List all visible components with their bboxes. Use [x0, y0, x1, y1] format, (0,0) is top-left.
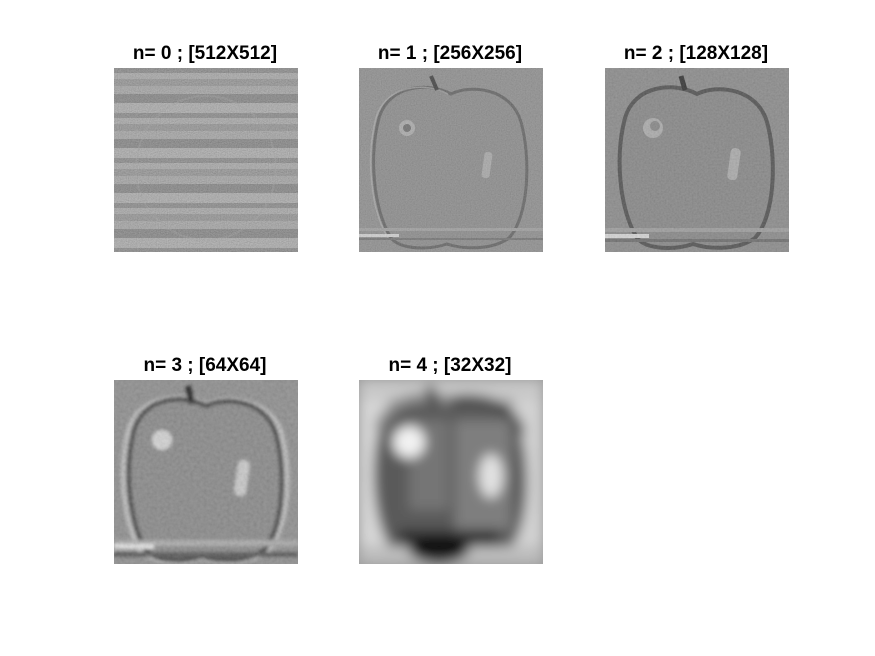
panel-title: n= 3 ; [64X64]: [143, 355, 267, 376]
pyramid-image-level-1: [359, 68, 543, 252]
panel-title: n= 2 ; [128X128]: [623, 43, 769, 64]
panel-title: n= 1 ; [256X256]: [377, 43, 523, 64]
panel-title: n= 4 ; [32X32]: [388, 355, 512, 376]
pyramid-image-level-4: [359, 380, 543, 564]
pyramid-image-level-3: [114, 380, 298, 564]
panel-title: n= 0 ; [512X512]: [132, 43, 278, 64]
pyramid-image-level-2: [605, 68, 789, 252]
pyramid-image-level-0: [114, 68, 298, 252]
